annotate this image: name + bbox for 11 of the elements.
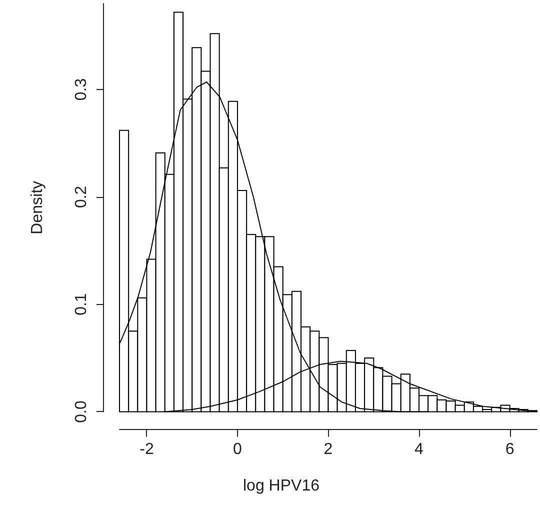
y-tick-label: 0.0 — [73, 400, 90, 423]
x-tick-label: 2 — [324, 441, 333, 458]
x-tick-label: -2 — [140, 441, 154, 458]
y-tick-label: 0.3 — [73, 78, 90, 101]
x-tick-label: 4 — [414, 441, 424, 458]
x-tick-label: 0 — [233, 441, 242, 458]
y-tick-label: 0.1 — [73, 293, 90, 316]
x-axis-title: log HPV16 — [242, 478, 320, 494]
y-tick-label: 0.2 — [73, 186, 90, 208]
x-tick-label: 6 — [505, 441, 514, 458]
y-axis-title: Density — [29, 180, 46, 234]
